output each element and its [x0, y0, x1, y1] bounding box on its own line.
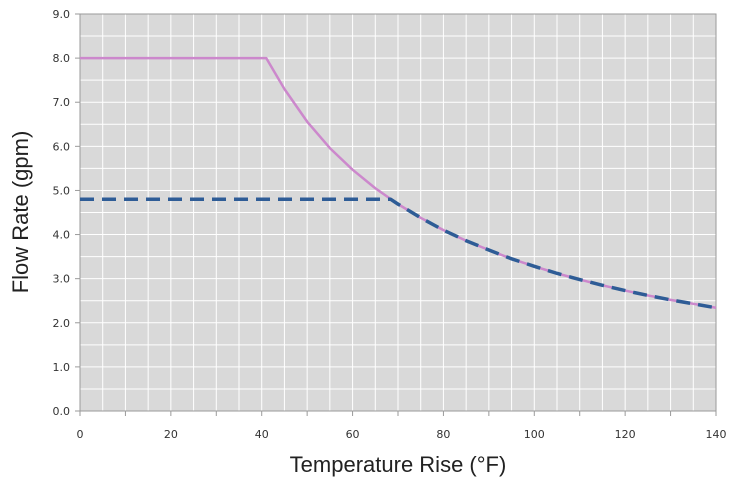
y-axis-title: Flow Rate (gpm) — [8, 131, 33, 294]
y-tick-label: 0.0 — [53, 405, 71, 418]
series-line-2 — [80, 197, 717, 310]
x-tick-label: 60 — [346, 428, 360, 441]
axes — [75, 13, 717, 416]
y-tick-label: 3.0 — [53, 273, 71, 286]
x-tick-label: 100 — [524, 428, 545, 441]
x-tick-label: 40 — [255, 428, 269, 441]
y-tick-label: 1.0 — [53, 361, 71, 374]
y-tick-label: 4.0 — [53, 229, 71, 242]
x-tick-labels: 0 20 40 60 80 100 120 140 — [77, 428, 727, 441]
series-group — [80, 56, 717, 310]
y-tick-label: 8.0 — [53, 52, 71, 65]
y-tick-label: 9.0 — [53, 8, 71, 21]
x-tick-label: 0 — [77, 428, 84, 441]
x-tick-label: 20 — [164, 428, 178, 441]
y-tick-labels: 0.0 1.0 2.0 3.0 4.0 5.0 6.0 7.0 8.0 9.0 — [53, 8, 71, 418]
y-tick-label: 6.0 — [53, 140, 71, 153]
x-tick-label: 120 — [615, 428, 636, 441]
y-tick-label: 5.0 — [53, 184, 71, 197]
x-tick-label: 80 — [436, 428, 450, 441]
x-tick-label: 140 — [706, 428, 727, 441]
y-tick-label: 7.0 — [53, 96, 71, 109]
x-axis-title: Temperature Rise (°F) — [290, 452, 507, 477]
y-tick-label: 2.0 — [53, 317, 71, 330]
